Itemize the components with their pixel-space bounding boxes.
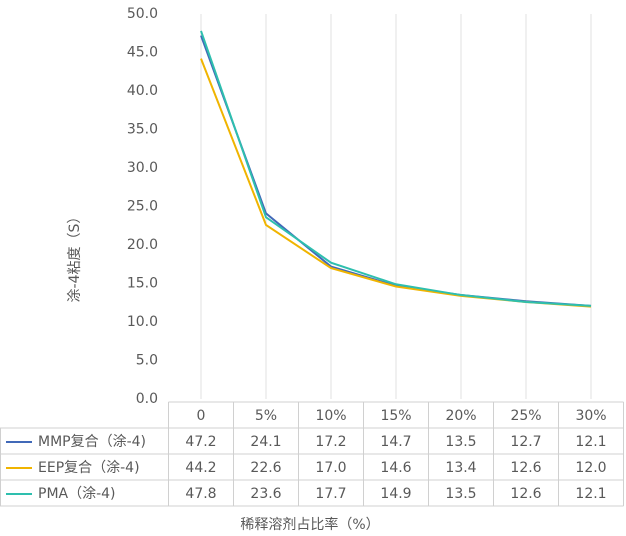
table-cell: 12.1 bbox=[575, 486, 606, 502]
table-cell: 17.7 bbox=[315, 486, 346, 502]
table-cell: 12.7 bbox=[510, 434, 541, 450]
table-cell: 12.0 bbox=[575, 460, 606, 476]
table-cell: 17.2 bbox=[315, 434, 346, 450]
table-cell: 44.2 bbox=[185, 460, 216, 476]
table-cell: 14.7 bbox=[380, 434, 411, 450]
table-cell: 12.1 bbox=[575, 434, 606, 450]
table-cell: 47.8 bbox=[185, 486, 216, 502]
y-tick-label: 15.0 bbox=[127, 276, 158, 292]
x-axis-title: 稀释溶剂占比率（%） bbox=[240, 516, 379, 533]
y-tick-label: 5.0 bbox=[136, 353, 158, 369]
y-tick-label: 20.0 bbox=[127, 237, 158, 253]
x-tick-label: 30% bbox=[575, 408, 606, 424]
table-cell: 14.9 bbox=[380, 486, 411, 502]
table-cell: 47.2 bbox=[185, 434, 216, 450]
y-tick-label: 30.0 bbox=[127, 160, 158, 176]
y-tick-label: 10.0 bbox=[127, 314, 158, 330]
x-tick-label: 25% bbox=[510, 408, 541, 424]
y-tick-label: 40.0 bbox=[127, 83, 158, 99]
y-tick-label: 35.0 bbox=[127, 122, 158, 138]
table-cell: 24.1 bbox=[250, 434, 281, 450]
table-cell: 14.6 bbox=[380, 460, 411, 476]
table-cell: 13.5 bbox=[445, 486, 476, 502]
table-cell: 12.6 bbox=[510, 486, 541, 502]
line-series bbox=[200, 30, 592, 307]
x-tick-label: 15% bbox=[380, 408, 411, 424]
legend-label: EEP复合（涂-4) bbox=[38, 459, 140, 476]
table-cell: 13.4 bbox=[445, 460, 476, 476]
y-tick-label: 0.0 bbox=[136, 391, 158, 407]
table-cell: 13.5 bbox=[445, 434, 476, 450]
table-cell: 12.6 bbox=[510, 460, 541, 476]
legend-label: PMA（涂-4) bbox=[38, 486, 116, 502]
x-tick-label: 0 bbox=[197, 408, 206, 424]
y-tick-label: 25.0 bbox=[127, 199, 158, 215]
table-cell: 17.0 bbox=[315, 460, 346, 476]
y-tick-label: 50.0 bbox=[127, 6, 158, 22]
legend-label: MMP复合（涂-4) bbox=[38, 433, 146, 450]
x-tick-label: 20% bbox=[445, 408, 476, 424]
x-tick-label: 10% bbox=[315, 408, 346, 424]
table-cell: 23.6 bbox=[250, 486, 281, 502]
y-axis-title: 涂-4粘度（S） bbox=[67, 210, 83, 303]
y-tick-label: 45.0 bbox=[127, 45, 158, 61]
table-cell: 22.6 bbox=[250, 460, 281, 476]
x-tick-label: 5% bbox=[255, 408, 277, 424]
